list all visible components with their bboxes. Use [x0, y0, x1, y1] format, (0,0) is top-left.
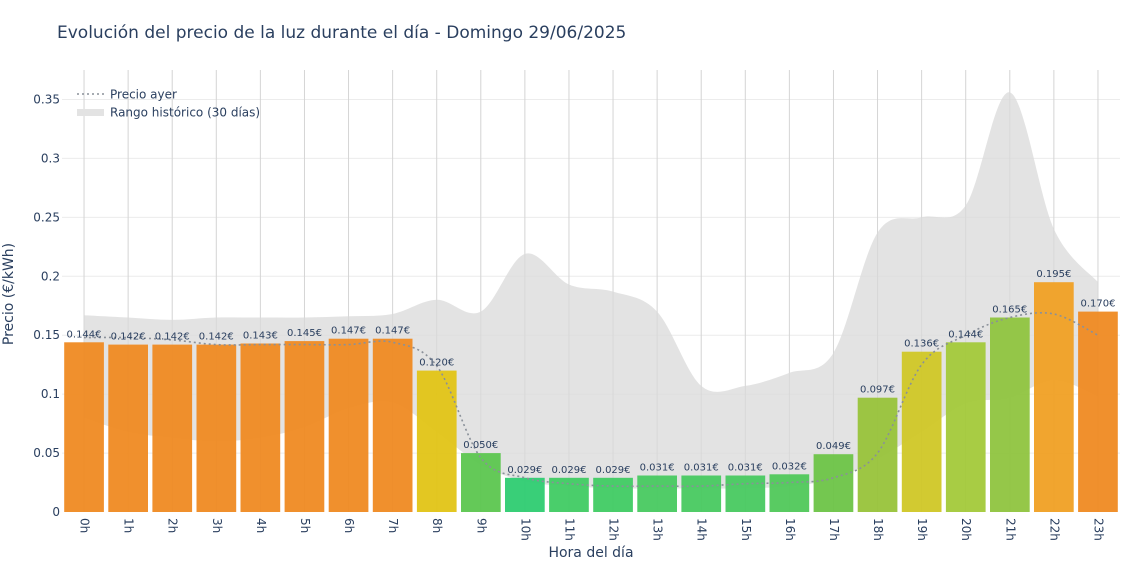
x-tick-label: 14h — [695, 518, 709, 541]
bar-value-label: 0.029€ — [551, 465, 586, 476]
x-tick-label: 22h — [1047, 518, 1061, 541]
x-tick-label: 13h — [651, 518, 665, 541]
x-tick-label: 2h — [166, 518, 180, 533]
bar-1h — [108, 344, 148, 512]
bar-16h — [769, 474, 810, 512]
x-tick-label: 4h — [254, 518, 268, 533]
bar-value-label: 0.097€ — [860, 385, 895, 396]
x-tick-label: 10h — [518, 518, 532, 541]
bar-18h — [857, 397, 898, 512]
x-tick-label: 7h — [386, 518, 400, 533]
bar-value-label: 0.144€ — [67, 329, 102, 340]
bar-value-label: 0.136€ — [904, 339, 939, 350]
x-tick-label: 11h — [562, 518, 576, 541]
x-axis-title: Hora del día — [548, 545, 633, 561]
bar-value-label: 0.031€ — [684, 463, 719, 474]
axis-layer: 0 0.05 0.1 0.15 0.2 0.25 0.3 0.35 0h 1h 2h 3h 4h 5h 6h… — [33, 92, 1105, 540]
x-tick-label: 0h — [78, 518, 92, 533]
bar-13h — [637, 475, 677, 512]
y-tick-label: 0.05 — [33, 446, 60, 460]
bar-22h — [1034, 282, 1074, 512]
bar-value-label: 0.143€ — [243, 331, 278, 342]
chart-title: Evolución del precio de la luz durante e… — [57, 23, 626, 43]
y-tick-label: 0.25 — [33, 210, 60, 224]
bar-19h — [901, 351, 942, 512]
x-tick-label: 1h — [122, 518, 136, 533]
legend-band-symbol — [77, 109, 104, 116]
yesterday-line-layer — [83, 311, 1099, 488]
bar-11h — [549, 477, 589, 512]
x-tick-label: 6h — [342, 518, 356, 533]
x-tick-label: 20h — [959, 518, 973, 541]
bar-7h — [372, 338, 413, 512]
x-tick-label: 8h — [430, 518, 444, 533]
bar-17h — [813, 454, 854, 512]
bar-layer — [64, 282, 1118, 512]
x-tick-label: 5h — [298, 518, 312, 533]
x-tick-label: 15h — [739, 518, 753, 541]
bar-value-label: 0.142€ — [111, 332, 146, 343]
bar-2h — [152, 344, 193, 512]
bar-value-label: 0.142€ — [155, 332, 190, 343]
bar-21h — [990, 317, 1030, 512]
legend-item-range: Rango histórico (30 días) — [110, 106, 260, 120]
x-tick-label: 3h — [210, 518, 224, 533]
x-tick-label: 17h — [827, 518, 841, 541]
yesterday-price-line — [83, 311, 1099, 488]
bar-value-label: 0.029€ — [596, 465, 631, 476]
bar-0h — [64, 342, 104, 512]
y-tick-label: 0.2 — [41, 269, 60, 283]
y-tick-label: 0.35 — [33, 92, 60, 106]
bar-5h — [284, 341, 325, 512]
y-axis-title: Precio (€/kWh) — [1, 243, 17, 345]
x-tick-label: 19h — [915, 518, 929, 541]
bar-value-label: 0.147€ — [331, 326, 366, 337]
bar-value-label: 0.120€ — [419, 358, 454, 369]
y-tick-label: 0 — [52, 505, 60, 519]
bar-value-label: 0.031€ — [640, 463, 675, 474]
x-tick-label: 21h — [1003, 518, 1017, 541]
bar-10h — [505, 477, 545, 512]
bar-14h — [681, 475, 722, 512]
bar-value-label: 0.142€ — [199, 332, 234, 343]
bar-value-label: 0.031€ — [728, 463, 763, 474]
x-tick-label: 23h — [1091, 518, 1105, 541]
bar-8h — [416, 370, 457, 512]
legend-item-yesterday: Precio ayer — [110, 88, 177, 102]
bar-value-label: 0.032€ — [772, 461, 807, 472]
y-tick-label: 0.15 — [33, 328, 60, 342]
y-tick-label: 0.3 — [41, 151, 60, 165]
y-tick-label: 0.1 — [41, 387, 60, 401]
bar-9h — [461, 453, 501, 512]
bar-15h — [725, 475, 766, 512]
bar-value-label: 0.170€ — [1080, 299, 1115, 310]
bar-4h — [240, 343, 281, 512]
bar-12h — [593, 477, 633, 512]
x-tick-label: 18h — [871, 518, 885, 541]
bar-value-label: 0.029€ — [507, 465, 542, 476]
x-tick-label: 12h — [607, 518, 621, 541]
bar-20h — [945, 342, 986, 512]
bar-value-label: 0.049€ — [816, 441, 851, 452]
bar-value-label: 0.195€ — [1036, 269, 1071, 280]
bar-value-label: 0.165€ — [992, 305, 1027, 316]
bar-value-label: 0.050€ — [463, 440, 498, 451]
x-tick-label: 16h — [783, 518, 797, 541]
bar-value-label: 0.147€ — [375, 326, 410, 337]
x-tick-label: 9h — [474, 518, 488, 533]
bar-label-layer: 0.144€ 0.142€ 0.142€ 0.142€ 0.143€ 0.145€ 0.14… — [67, 269, 1116, 476]
bar-23h — [1078, 311, 1118, 512]
bar-value-label: 0.144€ — [948, 329, 983, 340]
bar-6h — [328, 338, 369, 512]
legend: Precio ayer Rango histórico (30 días) — [77, 88, 260, 120]
bar-value-label: 0.145€ — [287, 328, 322, 339]
bar-3h — [196, 344, 237, 512]
